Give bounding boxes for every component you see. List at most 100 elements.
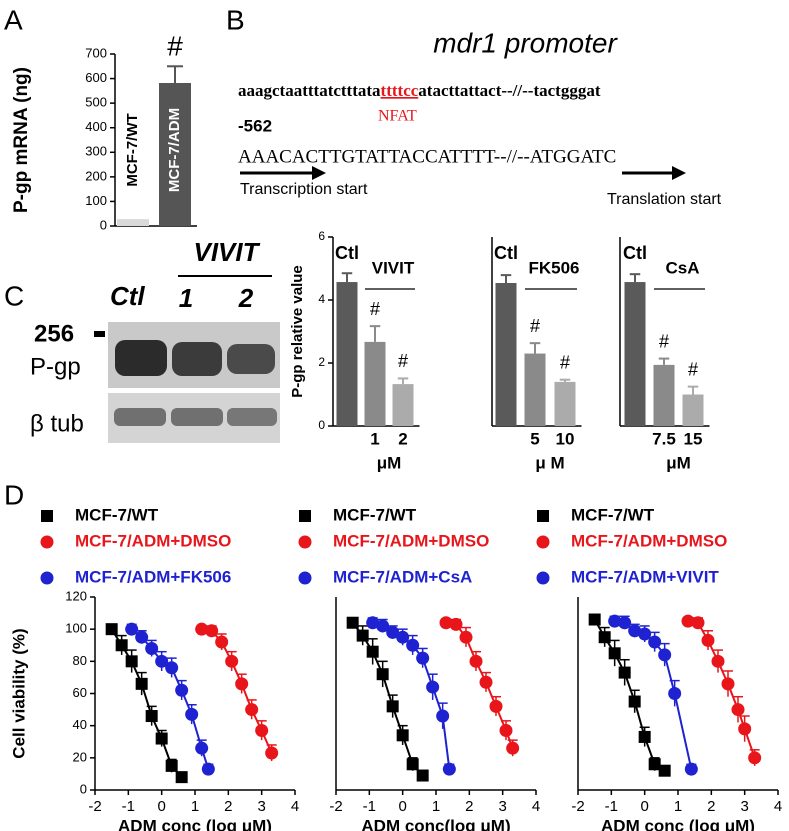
- x-tick-label: 1: [191, 798, 199, 815]
- significance-mark: #: [659, 331, 669, 351]
- arrow-label: Transcription start: [240, 181, 368, 198]
- data-point: [416, 651, 430, 665]
- blot-band: [171, 408, 223, 426]
- data-point: [618, 616, 632, 630]
- category-label: Ctl: [335, 243, 359, 263]
- x-tick-label: -2: [329, 798, 342, 815]
- x-tick-label: 2: [707, 798, 715, 815]
- data-point: [145, 641, 159, 655]
- panel-label: B: [226, 4, 245, 35]
- group-label: FK506: [528, 258, 579, 277]
- data-point: [684, 762, 698, 776]
- significance-mark: #: [688, 359, 698, 379]
- size-tick: [94, 331, 105, 337]
- data-point: [135, 677, 148, 690]
- size-marker: 256: [34, 320, 74, 347]
- y-tick-label: 4: [318, 292, 325, 306]
- y-tick-label: 0: [318, 418, 325, 432]
- legend-label: MCF-7/ADM+DMSO: [333, 531, 489, 550]
- data-point: [215, 635, 229, 649]
- bar: [653, 364, 675, 426]
- data-point: [459, 630, 473, 644]
- x-tick-label: 2: [224, 798, 232, 815]
- bar: [392, 384, 414, 426]
- x-tick-label: -2: [88, 798, 101, 815]
- legend-marker: [537, 510, 549, 522]
- legend-label: MCF-7/ADM+DMSO: [75, 531, 231, 550]
- y-tick-label: 20: [73, 749, 87, 764]
- data-point: [658, 764, 671, 777]
- data-point: [738, 722, 752, 736]
- blot-band: [115, 340, 167, 376]
- western-blot: Ctl VIVIT 1 2 256 P-gp β tub: [30, 237, 280, 443]
- data-point: [681, 614, 695, 628]
- data-point: [588, 613, 601, 626]
- data-point: [608, 614, 622, 628]
- data-point: [701, 633, 715, 647]
- bar: [495, 282, 517, 426]
- data-point: [598, 631, 611, 644]
- data-point: [175, 771, 188, 784]
- legend-label: MCF-7/WT: [571, 505, 655, 524]
- y-tick-label: 100: [85, 193, 107, 208]
- x-tick-label: -2: [571, 798, 584, 815]
- data-point: [165, 759, 178, 772]
- bar-label: MCF-7/ADM: [166, 108, 183, 192]
- data-point: [406, 758, 419, 771]
- y-tick-label: 700: [85, 45, 107, 60]
- bar: [117, 219, 149, 226]
- data-point: [668, 687, 682, 700]
- group-label: VIVIT: [193, 237, 260, 267]
- blot-band: [172, 342, 222, 376]
- promoter-panel: mdr1 promoter aaagctaatttatctttatattttcc…: [238, 27, 722, 208]
- group-label: VIVIT: [372, 258, 415, 277]
- significance-mark: #: [560, 352, 570, 372]
- bar: [364, 341, 386, 426]
- lane-label: 2: [238, 283, 254, 313]
- significance-mark: #: [530, 316, 540, 336]
- data-point: [115, 639, 128, 652]
- panel-label: A: [4, 4, 23, 35]
- data-point: [648, 635, 662, 649]
- data-point: [748, 751, 762, 765]
- legend-label: MCF-7/WT: [75, 505, 159, 524]
- legend-label: MCF-7/ADM+DMSO: [571, 531, 727, 550]
- data-point: [346, 616, 359, 629]
- x-tick-label: 3: [498, 798, 506, 815]
- legend-marker: [298, 571, 312, 585]
- arrow-head: [672, 166, 686, 180]
- sequence-line: aaagctaatttatctttatattttccatacttattact--…: [238, 81, 601, 100]
- data-point: [235, 677, 249, 691]
- y-tick-label: 40: [73, 717, 87, 732]
- bar: [554, 381, 576, 426]
- y-tick-label: 100: [65, 621, 87, 636]
- legend-label: MCF-7/ADM+FK506: [75, 567, 231, 586]
- data-point: [618, 666, 631, 679]
- data-point: [479, 675, 493, 689]
- y-tick-label: 0: [100, 217, 107, 232]
- panel-label: C: [4, 280, 24, 311]
- data-point: [608, 647, 621, 660]
- blot-band: [227, 408, 277, 426]
- sequence-line: AAACACTTGTATTACCATTTT--//--ATGGATC: [238, 146, 616, 167]
- y-tick-label: 80: [73, 653, 87, 668]
- data-point: [396, 729, 409, 742]
- data-point: [396, 630, 410, 644]
- data-point: [225, 654, 239, 668]
- arrow-head: [312, 166, 326, 180]
- y-tick-label: 500: [85, 95, 107, 110]
- x-tick-label: 0: [157, 798, 165, 815]
- y-axis-label: P-gp relative value: [289, 265, 306, 398]
- sequence-part: aaagctaatttatctttata: [238, 81, 381, 100]
- data-point: [499, 723, 513, 737]
- data-point: [416, 769, 429, 782]
- x-axis-label: μM: [377, 453, 402, 472]
- promoter-title: mdr1 promoter: [433, 27, 618, 58]
- arrow-label: Translation start: [607, 191, 722, 208]
- position-label: -562: [238, 116, 272, 135]
- panel-label: D: [4, 479, 24, 510]
- category-label: 15: [684, 429, 703, 448]
- bar: [336, 282, 358, 426]
